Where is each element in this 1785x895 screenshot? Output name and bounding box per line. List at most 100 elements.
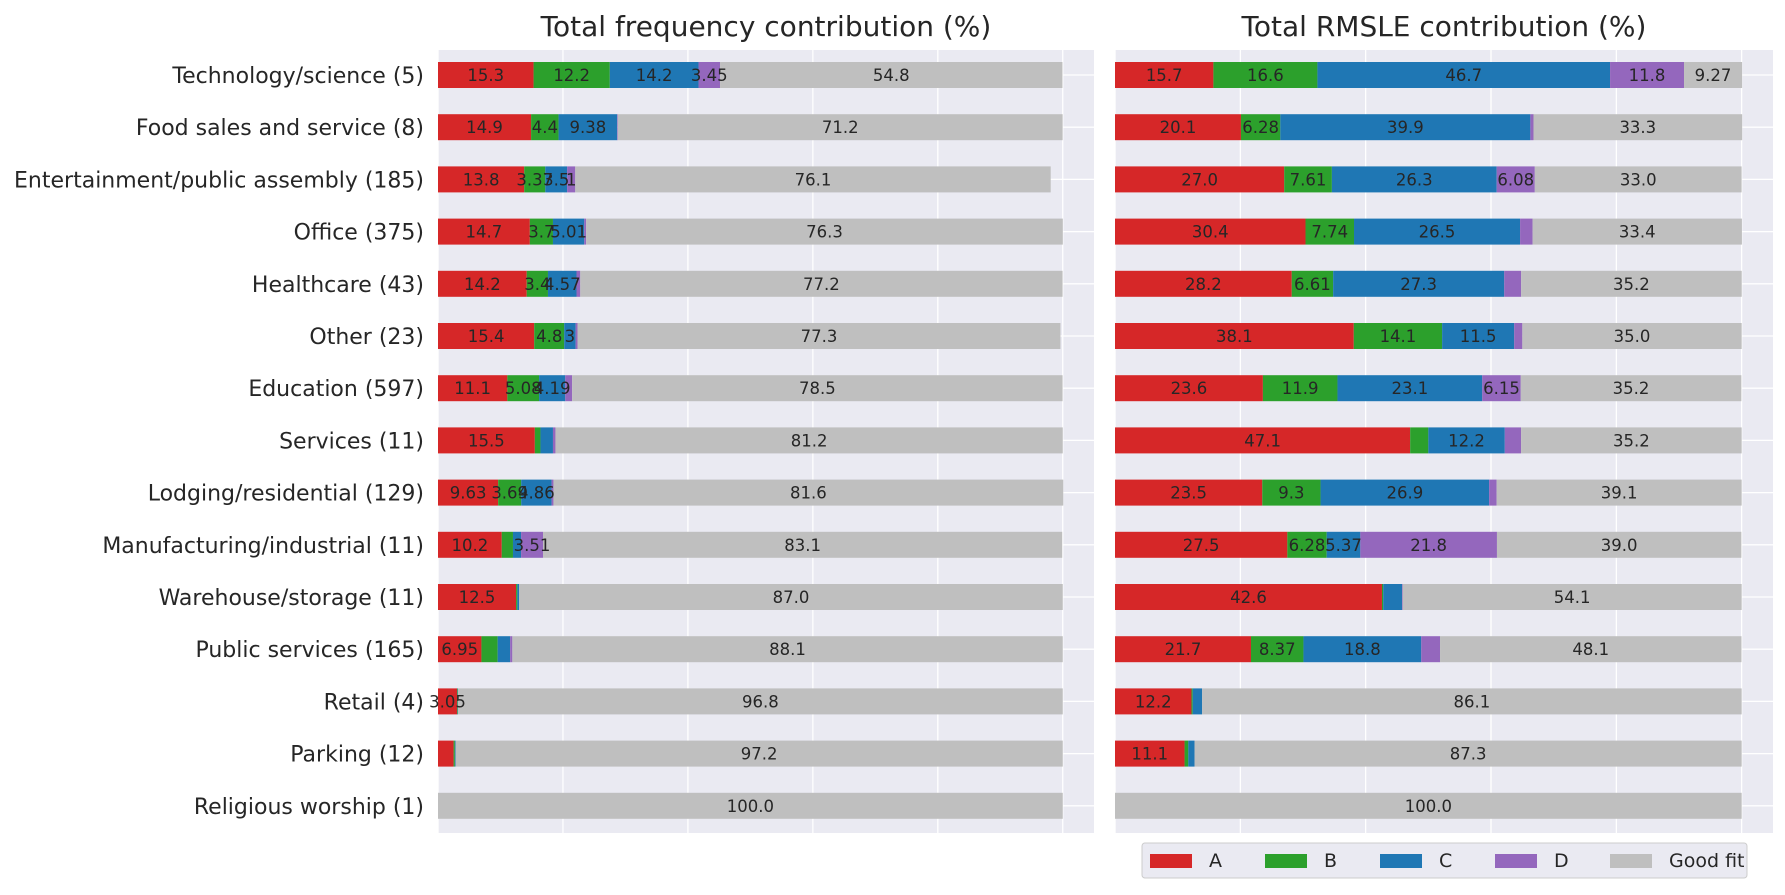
data-label: 26.5	[1419, 223, 1456, 242]
data-label: 4.57	[544, 275, 581, 294]
panel-titles: Total frequency contribution (%) Total R…	[540, 10, 1647, 43]
legend-label: Good fit	[1669, 850, 1745, 872]
bar-segment	[455, 741, 456, 767]
bar-segment	[481, 636, 497, 662]
data-label: 14.1	[1380, 327, 1417, 346]
bar-segment	[1188, 741, 1194, 767]
bar-segment	[535, 427, 541, 453]
data-label: 14.2	[464, 275, 501, 294]
bar-segment	[438, 741, 454, 767]
category-tick-label: Food sales and service (8)	[136, 116, 424, 141]
data-label: 3.51	[514, 536, 551, 555]
data-label: 6.15	[1483, 379, 1520, 398]
data-label: 9.63	[450, 484, 487, 503]
data-label: 33.3	[1619, 118, 1656, 137]
bar-segment	[1421, 636, 1440, 662]
data-label: 35.2	[1613, 275, 1650, 294]
data-label: 3.45	[691, 66, 728, 85]
data-label: 12.2	[1135, 692, 1172, 711]
bar-segment	[516, 584, 517, 610]
data-label: 39.9	[1387, 118, 1424, 137]
data-label: 83.1	[784, 536, 821, 555]
data-label: 5.37	[1325, 536, 1362, 555]
data-label: 6.61	[1294, 275, 1331, 294]
legend-label: A	[1209, 850, 1222, 872]
data-label: 35.2	[1613, 379, 1650, 398]
legend-swatch	[1610, 854, 1652, 868]
data-label: 86.1	[1454, 692, 1491, 711]
bar-segment	[1504, 271, 1521, 297]
data-label: 15.7	[1146, 66, 1183, 85]
data-label: 97.2	[741, 745, 778, 764]
bar-segment	[498, 636, 510, 662]
right-panel-title: Total RMSLE contribution (%)	[1241, 10, 1647, 43]
category-tick-label: Retail (4)	[324, 690, 424, 715]
category-tick-label: Entertainment/public assembly (185)	[14, 168, 424, 193]
category-tick-label: Healthcare (43)	[252, 273, 424, 298]
bar-segment	[454, 741, 455, 767]
data-label: 8.37	[1259, 640, 1296, 659]
bar-segment	[517, 584, 519, 610]
data-label: 11.9	[1282, 379, 1319, 398]
data-label: 3	[565, 327, 576, 346]
left-panel-title: Total frequency contribution (%)	[540, 10, 992, 43]
legend-swatch	[1150, 854, 1192, 868]
data-label: 23.6	[1171, 379, 1208, 398]
data-label: 81.6	[790, 484, 827, 503]
data-label: 10.2	[451, 536, 488, 555]
data-label: 78.5	[799, 379, 836, 398]
category-tick-label: Public services (165)	[195, 638, 424, 663]
bar-segment	[1185, 741, 1189, 767]
data-label: 7.74	[1311, 223, 1348, 242]
category-tick-label: Lodging/residential (129)	[148, 482, 424, 507]
data-label: 20.1	[1160, 118, 1197, 137]
data-label: 28.2	[1185, 275, 1222, 294]
data-label: 4.86	[518, 484, 555, 503]
data-label: 4.19	[534, 379, 571, 398]
data-label: 9.3	[1278, 484, 1304, 503]
bar-segment	[502, 532, 513, 558]
data-label: 35.2	[1613, 431, 1650, 450]
legend-label: D	[1554, 850, 1569, 872]
data-label: 11.5	[1460, 327, 1497, 346]
bar-segment	[510, 636, 512, 662]
data-label: 5.01	[550, 223, 587, 242]
bar-segment	[1402, 584, 1403, 610]
data-label: 23.5	[1170, 484, 1207, 503]
data-label: 100.0	[1405, 797, 1452, 816]
category-tick-label: Other (23)	[309, 325, 424, 350]
legend-label: B	[1324, 850, 1337, 872]
category-tick-label: Technology/science (5)	[171, 64, 424, 89]
category-tick-label: Education (597)	[248, 377, 424, 402]
bar-segment	[1382, 584, 1383, 610]
data-label: 14.7	[466, 223, 503, 242]
data-label: 33.4	[1619, 223, 1656, 242]
data-label: 77.2	[803, 275, 840, 294]
data-label: 26.9	[1386, 484, 1423, 503]
data-label: 88.1	[769, 640, 806, 659]
data-label: 9.27	[1695, 66, 1732, 85]
data-label: 3.05	[429, 692, 466, 711]
data-label: 9.38	[570, 118, 607, 137]
data-label: 15.5	[468, 431, 505, 450]
data-label: 15.4	[468, 327, 505, 346]
data-label: 4.4	[532, 118, 558, 137]
data-label: 33.0	[1620, 170, 1657, 189]
legend-swatch	[1495, 854, 1537, 868]
bar-segment	[1191, 688, 1192, 714]
data-label: 11.1	[454, 379, 491, 398]
category-labels: Technology/science (5) Food sales and ser…	[14, 64, 424, 820]
data-label: 47.1	[1244, 431, 1281, 450]
data-label: 15.3	[467, 66, 504, 85]
data-label: 77.3	[801, 327, 838, 346]
bar-segment	[540, 427, 552, 453]
data-label: 4.8	[536, 327, 562, 346]
data-label: 21.7	[1165, 640, 1202, 659]
bar-segment	[1505, 427, 1521, 453]
data-label: 11.8	[1629, 66, 1666, 85]
data-label: 14.9	[466, 118, 503, 137]
data-label: 30.4	[1192, 223, 1229, 242]
category-tick-label: Religious worship (1)	[194, 795, 424, 820]
